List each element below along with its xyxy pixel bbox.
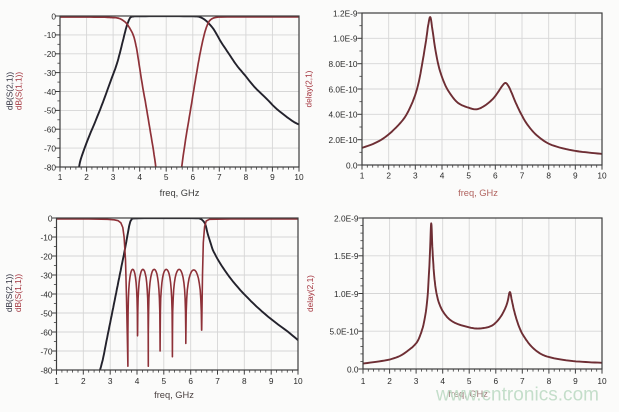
svg-text:6: 6 xyxy=(493,170,498,180)
svg-text:5: 5 xyxy=(467,376,472,386)
svg-text:4: 4 xyxy=(440,170,445,180)
svg-text:1.5E-9: 1.5E-9 xyxy=(334,251,359,261)
svg-text:-40: -40 xyxy=(41,289,53,299)
svg-text:1: 1 xyxy=(54,376,59,386)
svg-text:dB(S(2,1)): dB(S(2,1)) xyxy=(4,274,14,313)
svg-text:2: 2 xyxy=(84,172,89,182)
svg-text:-60: -60 xyxy=(44,125,56,135)
svg-text:8: 8 xyxy=(547,376,552,386)
svg-text:delay(2,1): delay(2,1) xyxy=(304,70,314,107)
svg-text:-50: -50 xyxy=(41,308,53,318)
svg-text:6.0E-10: 6.0E-10 xyxy=(328,84,357,94)
svg-text:dB(S(1,1)): dB(S(1,1)) xyxy=(14,72,24,111)
svg-text:-20: -20 xyxy=(41,251,53,261)
svg-text:1.0E-9: 1.0E-9 xyxy=(334,289,359,299)
svg-text:delay(2,1): delay(2,1) xyxy=(305,275,315,312)
svg-text:dB(S(2,1)): dB(S(2,1)) xyxy=(5,72,15,111)
svg-text:10: 10 xyxy=(597,376,607,386)
svg-text:4: 4 xyxy=(440,376,445,386)
svg-text:-30: -30 xyxy=(41,270,53,280)
svg-text:0: 0 xyxy=(51,11,56,21)
svg-text:-20: -20 xyxy=(44,49,56,59)
svg-text:2.0E-9: 2.0E-9 xyxy=(334,213,359,223)
svg-text:2: 2 xyxy=(386,170,391,180)
svg-text:-50: -50 xyxy=(44,106,56,116)
svg-text:2: 2 xyxy=(81,376,86,386)
svg-text:-80: -80 xyxy=(41,365,53,375)
svg-text:-10: -10 xyxy=(41,232,53,242)
svg-text:2: 2 xyxy=(387,376,392,386)
svg-text:1.2E-9: 1.2E-9 xyxy=(333,8,358,18)
svg-text:www.cntronics.com: www.cntronics.com xyxy=(435,385,599,406)
svg-text:8: 8 xyxy=(242,376,247,386)
svg-text:3: 3 xyxy=(414,376,419,386)
svg-text:-60: -60 xyxy=(41,327,53,337)
svg-text:6: 6 xyxy=(188,376,193,386)
svg-text:5: 5 xyxy=(161,376,166,386)
svg-text:1: 1 xyxy=(58,172,63,182)
svg-text:freq, GHz: freq, GHz xyxy=(448,389,488,399)
svg-text:9: 9 xyxy=(269,376,274,386)
svg-text:7: 7 xyxy=(520,170,525,180)
svg-text:7: 7 xyxy=(217,172,222,182)
svg-text:3: 3 xyxy=(108,376,113,386)
svg-text:1: 1 xyxy=(360,170,365,180)
svg-text:3: 3 xyxy=(111,172,116,182)
svg-text:7: 7 xyxy=(215,376,220,386)
svg-text:0.0: 0.0 xyxy=(346,160,358,170)
svg-text:-70: -70 xyxy=(44,143,56,153)
svg-text:-40: -40 xyxy=(44,87,56,97)
svg-text:5: 5 xyxy=(466,170,471,180)
svg-text:10: 10 xyxy=(293,376,303,386)
svg-text:4.0E-10: 4.0E-10 xyxy=(328,110,357,120)
svg-text:9: 9 xyxy=(573,376,578,386)
svg-text:-30: -30 xyxy=(44,68,56,78)
svg-text:9: 9 xyxy=(573,170,578,180)
svg-text:9: 9 xyxy=(270,172,275,182)
svg-text:dB(S(1,1)): dB(S(1,1)) xyxy=(13,274,23,313)
svg-text:-10: -10 xyxy=(44,30,56,40)
svg-text:1.0E-9: 1.0E-9 xyxy=(333,34,358,44)
svg-text:8: 8 xyxy=(244,172,249,182)
svg-text:1: 1 xyxy=(361,376,366,386)
svg-text:8.0E-10: 8.0E-10 xyxy=(328,59,357,69)
svg-text:3: 3 xyxy=(413,170,418,180)
svg-text:5: 5 xyxy=(164,172,169,182)
svg-text:-70: -70 xyxy=(41,346,53,356)
svg-text:0.0: 0.0 xyxy=(347,364,359,374)
svg-text:0: 0 xyxy=(48,213,53,223)
svg-text:5.0E-10: 5.0E-10 xyxy=(329,327,358,337)
svg-text:-80: -80 xyxy=(44,162,56,172)
svg-text:2.0E-10: 2.0E-10 xyxy=(328,135,357,145)
svg-text:10: 10 xyxy=(294,172,304,182)
svg-text:freq, GHz: freq, GHz xyxy=(154,390,194,400)
svg-text:7: 7 xyxy=(520,376,525,386)
svg-text:freq, GHz: freq, GHz xyxy=(458,188,498,198)
svg-text:6: 6 xyxy=(493,376,498,386)
svg-text:freq, GHz: freq, GHz xyxy=(160,188,200,198)
svg-text:6: 6 xyxy=(190,172,195,182)
svg-text:8: 8 xyxy=(546,170,551,180)
svg-text:10: 10 xyxy=(597,170,607,180)
svg-text:4: 4 xyxy=(135,376,140,386)
svg-text:4: 4 xyxy=(137,172,142,182)
